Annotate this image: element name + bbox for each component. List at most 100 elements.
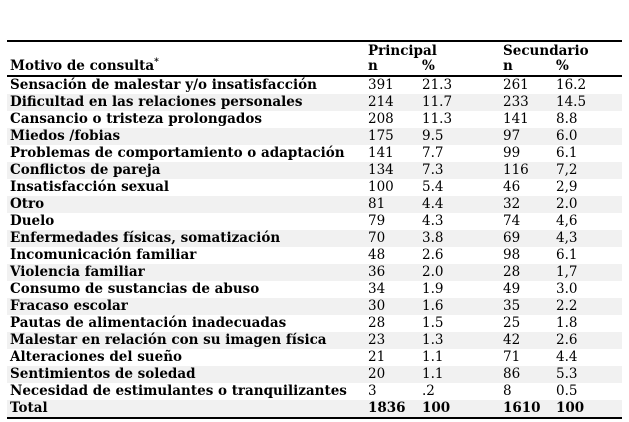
row-label: Malestar en relación con su imagen físic… [10, 332, 327, 348]
table-row: Dificultad en las relaciones personales … [7, 94, 622, 111]
secundario-n-value: 261 [503, 77, 529, 93]
secundario-n-value: 8 [503, 383, 512, 399]
principal-n-value: 81 [368, 196, 386, 212]
secundario-n-value: 42 [503, 332, 521, 348]
secundario-pct-value: 8.8 [556, 111, 578, 127]
row-label: Sensación de malestar y/o insatisfacción [10, 77, 317, 93]
secundario-n-value: 71 [503, 349, 521, 365]
secundario-n-value: 46 [503, 179, 521, 195]
secundario-pct-value: 5.3 [556, 366, 578, 382]
secundario-pct-value: 0.5 [556, 383, 578, 399]
row-label: Consumo de sustancias de abuso [10, 281, 260, 297]
principal-pct-value: 11.3 [422, 111, 453, 127]
table-row: Otro 81 4.4 32 2.0 [7, 196, 622, 213]
secundario-n-value: 116 [503, 162, 529, 178]
principal-n-value: 21 [368, 349, 386, 365]
principal-pct-value: 1.6 [422, 298, 444, 314]
secundario-pct-value: 2.2 [556, 298, 578, 314]
table-row: Alteraciones del sueño 21 1.1 71 4.4 [7, 349, 622, 366]
principal-n-value: 208 [368, 111, 394, 127]
subheader-row: Motivo de consulta* n % n % [7, 58, 622, 75]
secundario-pct-value: 4.4 [556, 349, 578, 365]
table-header: Principal Secundario Motivo de consulta*… [7, 42, 622, 77]
row-label: Problemas de comportamiento o adaptación [10, 145, 345, 161]
principal-pct-value: 1.1 [422, 349, 444, 365]
principal-n-value: 100 [368, 179, 394, 195]
group-header-secundario: Secundario [503, 43, 589, 59]
table-row: Incomunicación familiar 48 2.6 98 6.1 [7, 247, 622, 264]
column-header-motivo-text: Motivo de consulta [10, 58, 155, 74]
principal-pct-value: 3.8 [422, 230, 444, 246]
secundario-n-value: 233 [503, 94, 529, 110]
principal-n-value: 391 [368, 77, 394, 93]
secundario-pct-value: 7,2 [556, 162, 578, 178]
secundario-n-value: 28 [503, 264, 521, 280]
secundario-pct-value: 2.0 [556, 196, 578, 212]
row-label: Pautas de alimentación inadecuadas [10, 315, 287, 331]
secundario-pct-value: 1.8 [556, 315, 578, 331]
secundario-n-value: 97 [503, 128, 521, 144]
column-header-secundario-pct: % [556, 58, 569, 74]
principal-pct-value: .2 [422, 383, 435, 399]
secundario-pct-value: 100 [556, 400, 585, 416]
principal-n-value: 141 [368, 145, 394, 161]
group-header-row: Principal Secundario [7, 42, 622, 59]
secundario-n-value: 1610 [503, 400, 541, 416]
principal-pct-value: 4.3 [422, 213, 444, 229]
secundario-pct-value: 6.0 [556, 128, 578, 144]
row-label: Alteraciones del sueño [10, 349, 183, 365]
row-label: Total [10, 400, 48, 416]
column-header-principal-n: n [368, 58, 378, 74]
footnote-marker: * [154, 57, 159, 68]
secundario-n-value: 25 [503, 315, 521, 331]
principal-pct-value: 1.5 [422, 315, 444, 331]
principal-pct-value: 1.9 [422, 281, 444, 297]
table-row: Necesidad de estimulantes o tranquilizan… [7, 383, 622, 400]
table-body: Sensación de malestar y/o insatisfacción… [7, 77, 622, 419]
principal-pct-value: 2.0 [422, 264, 444, 280]
table-row: Duelo 79 4.3 74 4,6 [7, 213, 622, 230]
principal-pct-value: 9.5 [422, 128, 444, 144]
table-row: Sensación de malestar y/o insatisfacción… [7, 77, 622, 94]
principal-n-value: 70 [368, 230, 386, 246]
secundario-n-value: 98 [503, 247, 521, 263]
secundario-pct-value: 4,3 [556, 230, 578, 246]
principal-pct-value: 100 [422, 400, 451, 416]
table-row: Violencia familiar 36 2.0 28 1,7 [7, 264, 622, 281]
principal-pct-value: 4.4 [422, 196, 444, 212]
principal-n-value: 20 [368, 366, 386, 382]
secundario-n-value: 32 [503, 196, 521, 212]
row-label: Dificultad en las relaciones personales [10, 94, 303, 110]
row-label: Otro [10, 196, 45, 212]
principal-n-value: 23 [368, 332, 386, 348]
row-label: Sentimientos de soledad [10, 366, 196, 382]
row-label: Fracaso escolar [10, 298, 128, 314]
secundario-pct-value: 16.2 [556, 77, 587, 93]
principal-pct-value: 21.3 [422, 77, 453, 93]
principal-n-value: 28 [368, 315, 386, 331]
row-label: Conflictos de pareja [10, 162, 161, 178]
principal-pct-value: 7.7 [422, 145, 444, 161]
principal-n-value: 3 [368, 383, 377, 399]
principal-pct-value: 5.4 [422, 179, 444, 195]
table-row: Fracaso escolar 30 1.6 35 2.2 [7, 298, 622, 315]
row-label: Insatisfacción sexual [10, 179, 170, 195]
secundario-n-value: 69 [503, 230, 521, 246]
secundario-n-value: 99 [503, 145, 521, 161]
table-row: Insatisfacción sexual 100 5.4 46 2,9 [7, 179, 622, 196]
principal-n-value: 30 [368, 298, 386, 314]
table-row: Cansancio o tristeza prolongados 208 11.… [7, 111, 622, 128]
table-row: Problemas de comportamiento o adaptación… [7, 145, 622, 162]
row-label: Violencia familiar [10, 264, 145, 280]
principal-n-value: 48 [368, 247, 386, 263]
row-label: Cansancio o tristeza prolongados [10, 111, 262, 127]
secundario-pct-value: 4,6 [556, 213, 578, 229]
total-row: Total 1836 100 1610 100 [7, 400, 622, 417]
table-row: Pautas de alimentación inadecuadas 28 1.… [7, 315, 622, 332]
motivo-consulta-table: Principal Secundario Motivo de consulta*… [7, 40, 622, 419]
row-label: Enfermedades físicas, somatización [10, 230, 281, 246]
principal-n-value: 175 [368, 128, 394, 144]
row-label: Duelo [10, 213, 55, 229]
secundario-pct-value: 2.6 [556, 332, 578, 348]
